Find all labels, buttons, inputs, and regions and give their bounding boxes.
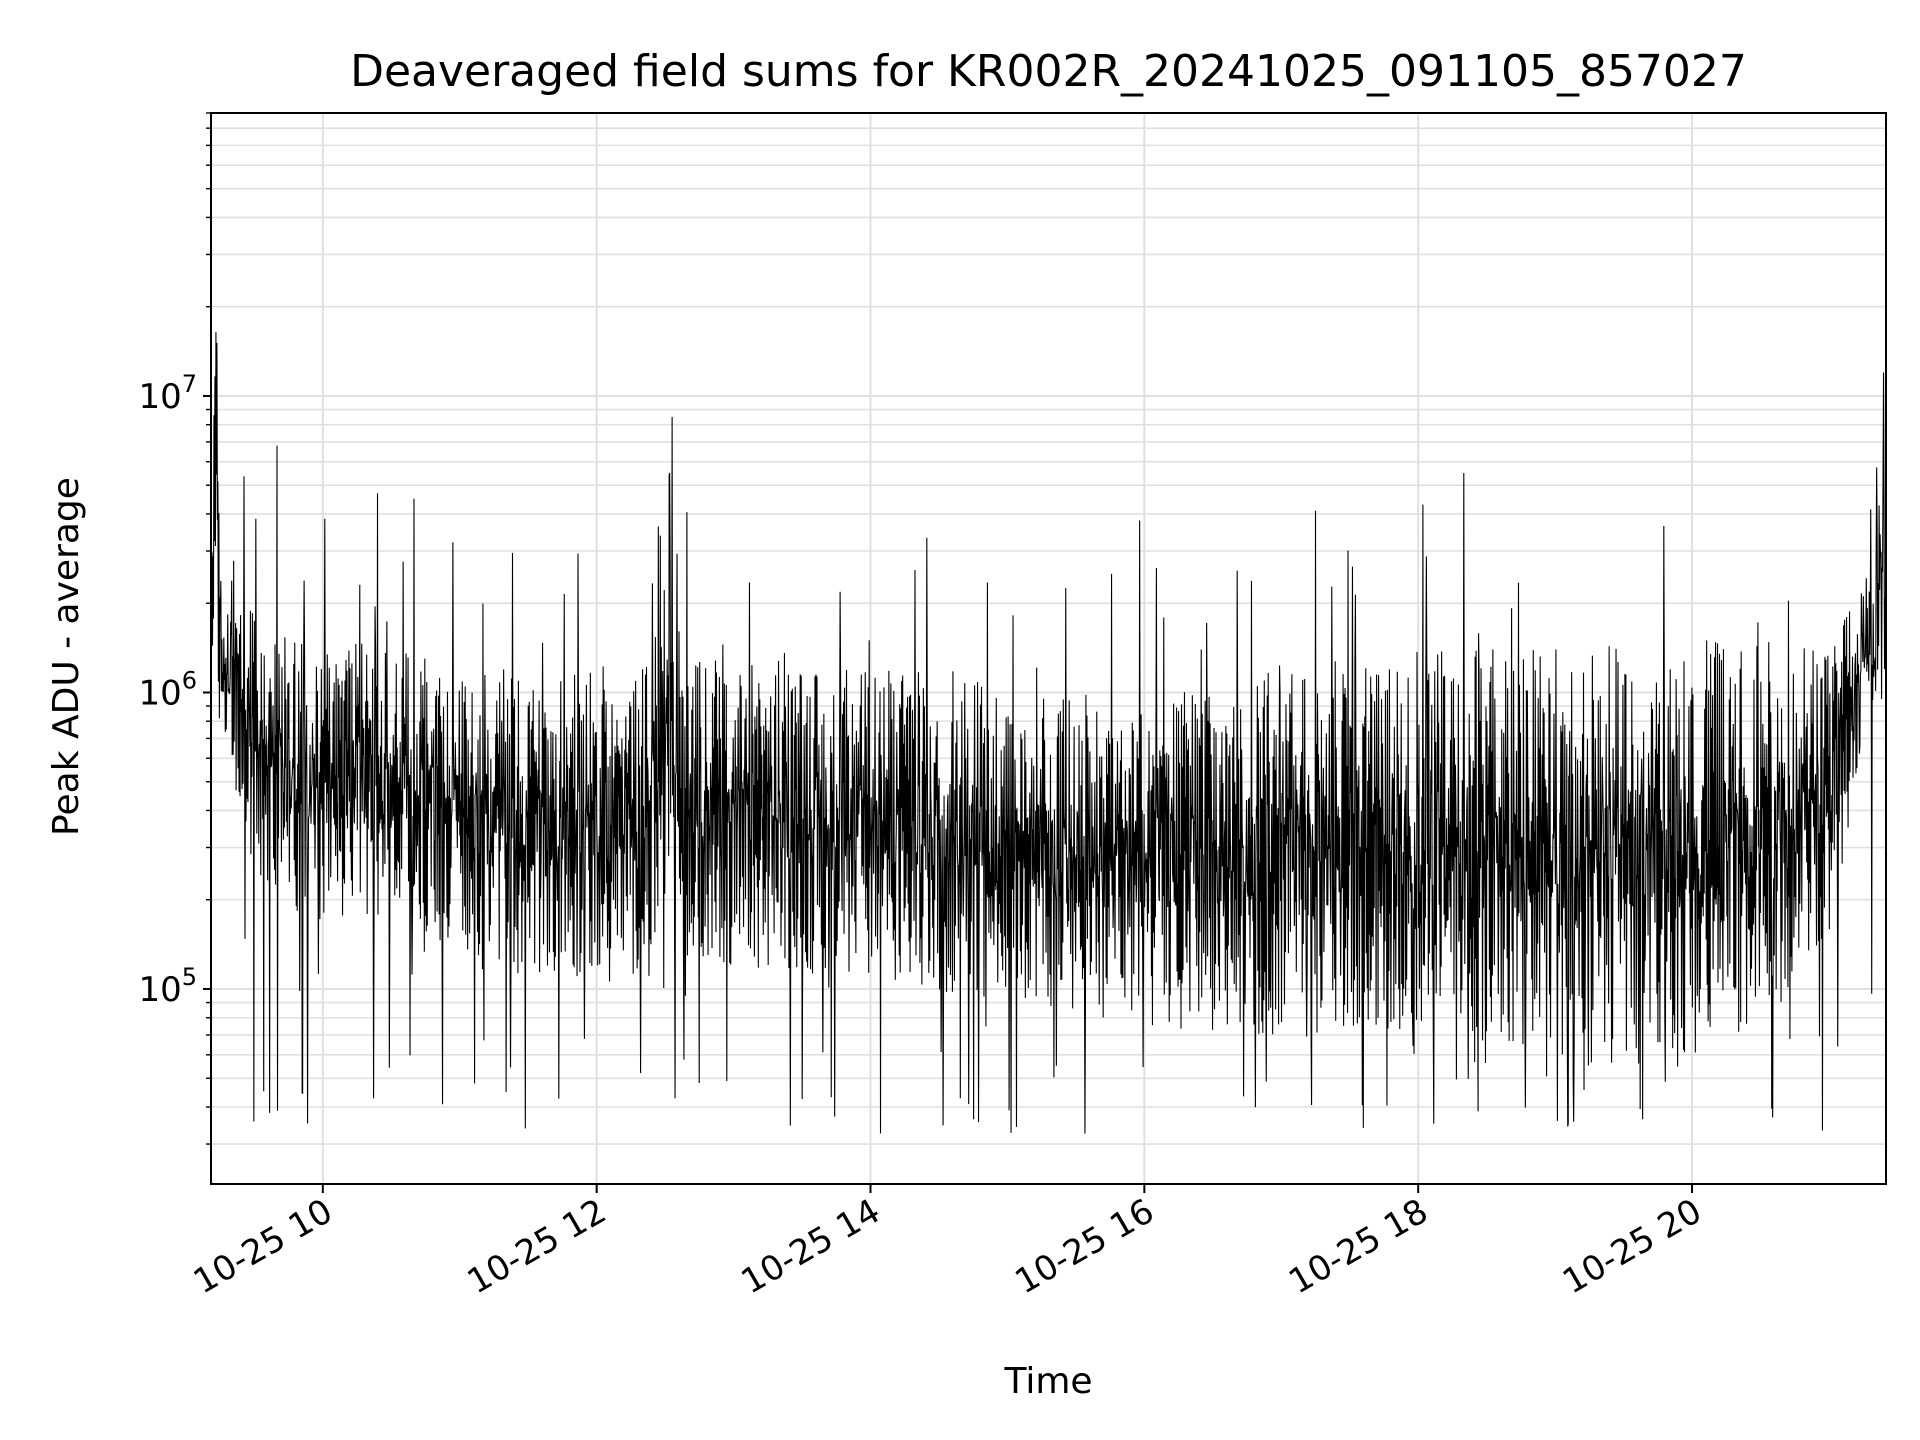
axes-frame [210, 112, 1887, 1185]
chart-title: Deaveraged field sums for KR002R_2024102… [350, 46, 1747, 97]
grid [211, 112, 1886, 1184]
y-tick-label: 105 [138, 963, 197, 1010]
x-axis-label: Time [1003, 1361, 1092, 1402]
y-tick-label: 107 [138, 370, 197, 417]
plot-area [210, 332, 1887, 1134]
y-tick-label: 106 [138, 666, 197, 713]
series-line [210, 332, 1887, 1134]
y-axis: 105 106 107 [138, 112, 211, 1145]
y-axis-label: Peak ADU - average [46, 477, 87, 836]
